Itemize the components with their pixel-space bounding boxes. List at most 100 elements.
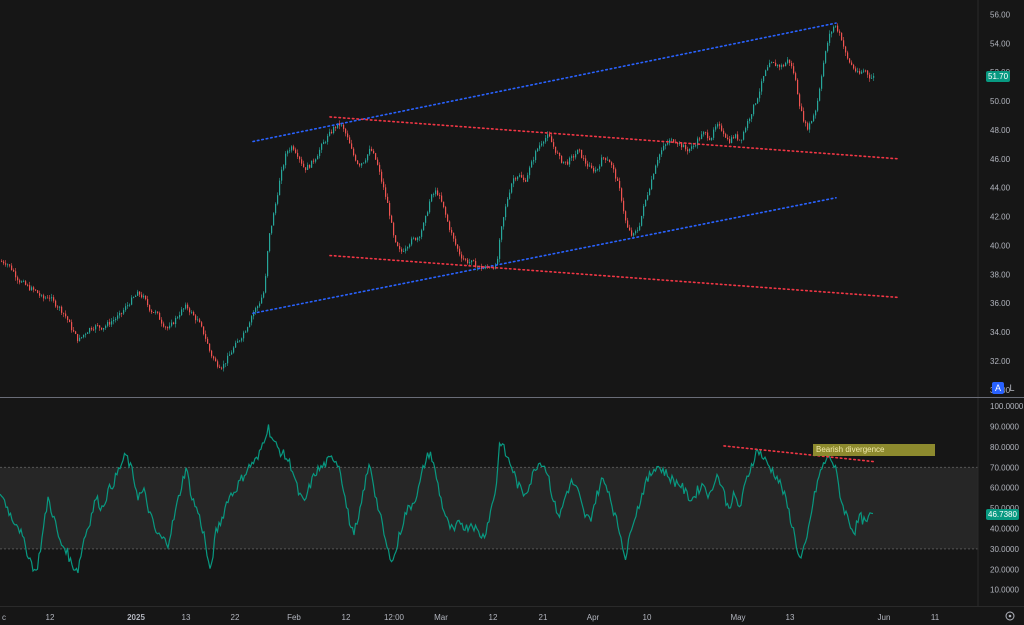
rsi-axis[interactable]: 100.0000 90.0000 80.0000 70.0000 60.0000 50.0…	[990, 402, 1024, 595]
candle	[349, 135, 351, 144]
candle	[759, 88, 761, 102]
candle	[13, 268, 15, 272]
candle	[351, 139, 353, 150]
candle	[267, 250, 269, 278]
candle	[25, 280, 27, 286]
candle	[429, 199, 431, 214]
channel-trendline-0[interactable]	[252, 22, 837, 143]
candle	[51, 293, 53, 302]
candle	[791, 60, 793, 69]
candle	[815, 109, 817, 119]
candle	[343, 122, 345, 132]
candle	[449, 220, 451, 233]
rsi-divergence-trendline[interactable]	[723, 445, 875, 463]
candle	[461, 251, 463, 262]
auto-scale-button[interactable]: A	[992, 382, 1004, 394]
candle	[175, 315, 177, 328]
candle	[251, 314, 253, 326]
candle	[161, 317, 163, 327]
candle	[501, 226, 503, 243]
price-axis[interactable]: 56.0054.0052.0050.0048.0046.0044.0042.00…	[990, 10, 1011, 394]
candle	[433, 192, 435, 198]
candle	[537, 147, 539, 152]
candle	[639, 222, 641, 232]
candle	[747, 118, 749, 131]
settings-icon[interactable]	[1005, 611, 1015, 621]
candle	[615, 167, 617, 182]
candle	[221, 366, 223, 370]
time-axis[interactable]: c 12 2025 13 22 Feb 12 12:00 Mar 12 21 Apr 10 May 13 Ju…	[2, 613, 940, 622]
candle	[545, 135, 547, 144]
candle	[389, 200, 391, 220]
candle	[551, 132, 553, 143]
candle	[847, 50, 849, 60]
wedge-trendline-2[interactable]	[329, 116, 899, 160]
candle	[339, 120, 341, 130]
candle	[515, 176, 517, 182]
candle	[15, 267, 17, 281]
bearish-divergence-label[interactable]: Bearish divergence	[813, 444, 935, 456]
candle	[95, 324, 97, 333]
price-tick-label: 34.00	[990, 328, 1011, 337]
candle	[39, 290, 41, 299]
rsi-tick-label: 30.0000	[990, 545, 1019, 554]
candle	[857, 67, 859, 74]
channel-trendline-1[interactable]	[252, 196, 837, 315]
candle	[187, 302, 189, 311]
candle	[859, 68, 861, 75]
candle	[621, 187, 623, 203]
candle	[163, 321, 165, 328]
candle	[401, 247, 403, 255]
candle	[143, 293, 145, 299]
candle	[285, 151, 287, 169]
time-tick-label: 22	[231, 613, 240, 622]
candle	[281, 166, 283, 185]
wedge-trendline-3[interactable]	[329, 254, 899, 299]
candle	[589, 162, 591, 167]
candle	[65, 310, 67, 319]
candle	[237, 338, 239, 343]
log-scale-button[interactable]: L	[1009, 383, 1015, 393]
candle	[323, 139, 325, 145]
candle	[381, 169, 383, 184]
candle	[129, 303, 131, 307]
candle	[249, 321, 251, 328]
candle	[777, 64, 779, 68]
rsi-value-label: 46.7380	[986, 508, 1019, 520]
candle	[709, 135, 711, 141]
candle	[835, 25, 837, 29]
candle	[453, 232, 455, 242]
candle	[117, 312, 119, 321]
candle	[43, 293, 45, 302]
candle	[247, 326, 249, 333]
candle	[623, 197, 625, 214]
candle	[397, 241, 399, 247]
candle	[669, 138, 671, 146]
rsi-tick-label: 100.0000	[990, 402, 1024, 411]
candle	[335, 125, 337, 132]
candle	[841, 32, 843, 41]
candle	[499, 237, 501, 263]
candle	[67, 315, 69, 323]
price-tick-label: 40.00	[990, 241, 1011, 250]
candle	[465, 257, 467, 262]
candle	[717, 122, 719, 129]
candle	[839, 29, 841, 36]
candle	[713, 127, 715, 141]
candle	[245, 330, 247, 333]
candle	[757, 97, 759, 105]
candle	[415, 237, 417, 241]
candle	[113, 316, 115, 325]
candle	[827, 41, 829, 53]
candle	[587, 160, 589, 170]
rsi-trendlines	[723, 445, 875, 463]
candle	[49, 294, 51, 302]
candle	[213, 355, 215, 361]
candle	[409, 243, 411, 249]
candle	[609, 159, 611, 163]
candle	[703, 130, 705, 137]
candle	[559, 152, 561, 160]
candle	[55, 299, 57, 308]
candle	[869, 72, 871, 82]
candle	[447, 213, 449, 223]
